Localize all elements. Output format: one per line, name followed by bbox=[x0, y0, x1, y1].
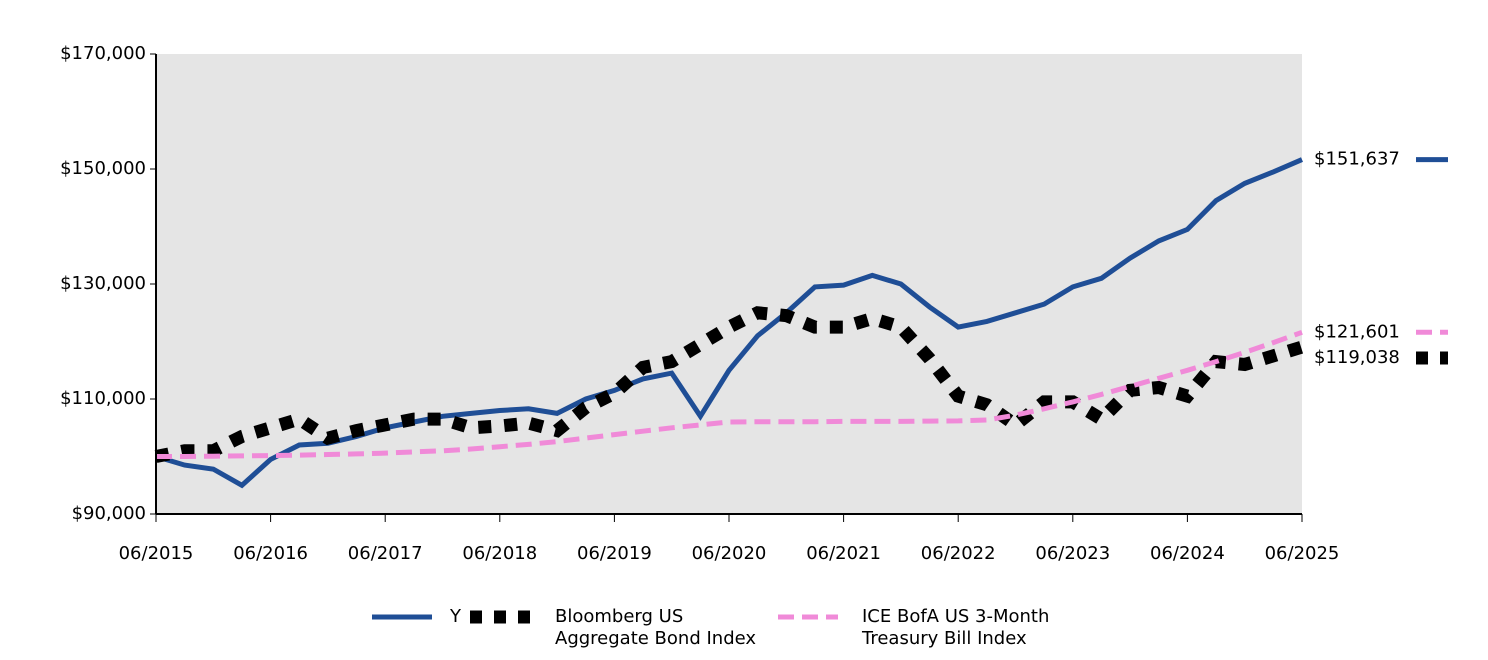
x-tick-label: 06/2024 bbox=[1150, 543, 1225, 564]
x-tick-label: 06/2016 bbox=[233, 543, 308, 564]
series-line bbox=[155, 157, 1303, 489]
y-tick-label: $90,000 bbox=[72, 503, 146, 524]
y-tick-label: $150,000 bbox=[60, 158, 146, 179]
legend-label: Y bbox=[450, 606, 461, 627]
end-label: $121,601 bbox=[1314, 321, 1400, 342]
series-line bbox=[154, 306, 1304, 463]
x-tick-label: 06/2021 bbox=[806, 543, 881, 564]
y-tick-label: $110,000 bbox=[60, 388, 146, 409]
end-label: $151,637 bbox=[1314, 149, 1400, 170]
x-tick-label: 06/2015 bbox=[119, 543, 194, 564]
x-tick-label: 06/2023 bbox=[1035, 543, 1110, 564]
y-tick-label: $130,000 bbox=[60, 273, 146, 294]
x-tick-label: 06/2018 bbox=[462, 543, 537, 564]
x-tick-label: 06/2020 bbox=[692, 543, 767, 564]
end-label: $119,038 bbox=[1314, 347, 1400, 368]
legend-label: Bloomberg US Aggregate Bond Index bbox=[555, 606, 757, 649]
y-tick-label: $170,000 bbox=[60, 43, 146, 64]
x-tick-label: 06/2025 bbox=[1265, 543, 1340, 564]
x-tick-label: 06/2019 bbox=[577, 543, 652, 564]
x-tick-label: 06/2017 bbox=[348, 543, 423, 564]
legend-label: ICE BofA US 3-Month Treasury Bill Index bbox=[862, 606, 1050, 649]
x-tick-label: 06/2022 bbox=[921, 543, 996, 564]
